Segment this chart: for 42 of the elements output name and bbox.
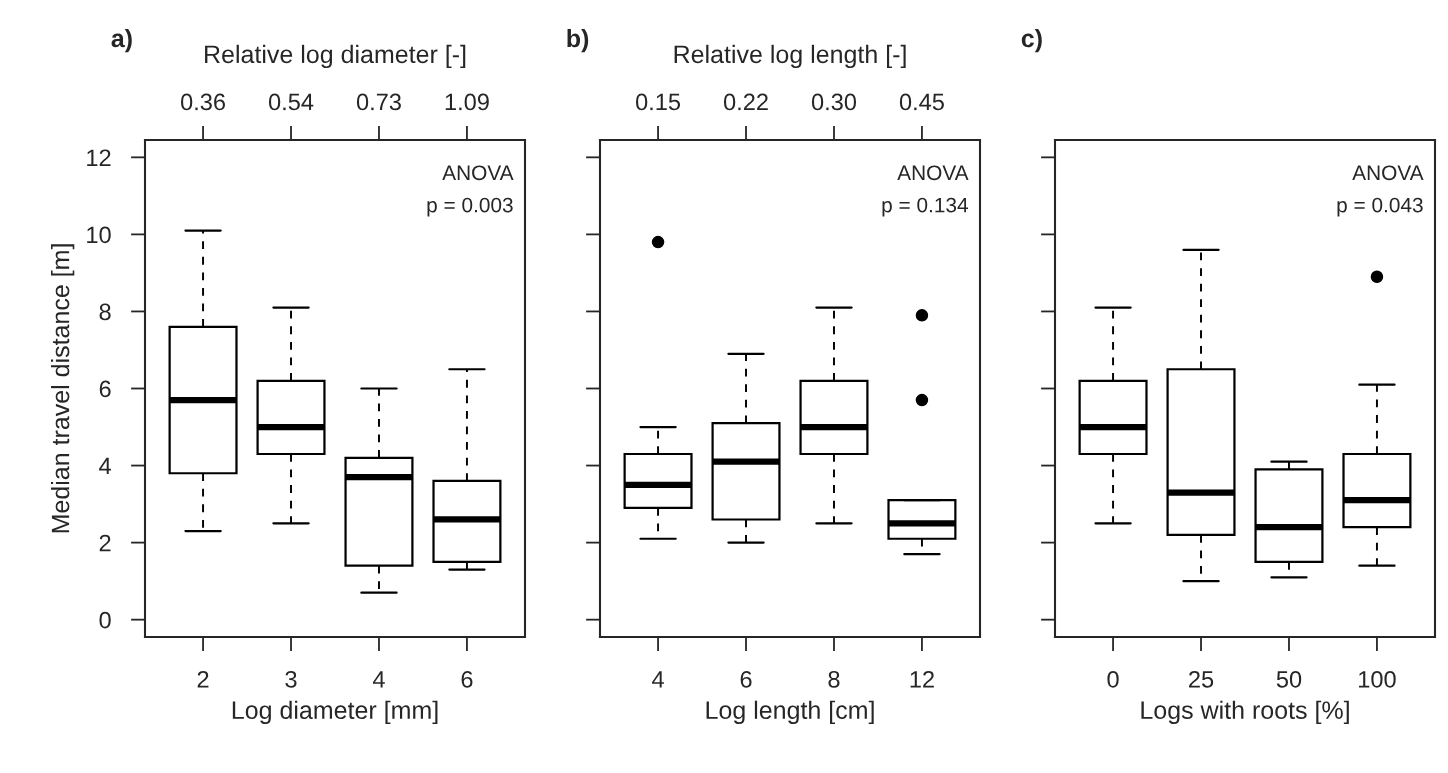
- x-axis-title: Logs with roots [%]: [1141, 700, 1349, 724]
- annotation: p = 0.043: [1337, 197, 1423, 217]
- chart-title: a): [111, 28, 132, 53]
- y-tick-label: 10: [87, 226, 111, 244]
- annotation: 0.22: [723, 93, 768, 111]
- x-tick-label: 12: [910, 670, 934, 688]
- y-tick-label: 12: [87, 149, 111, 166]
- annotation: ANOVA: [1352, 165, 1424, 181]
- x-tick-label: 100: [1359, 670, 1396, 688]
- x-tick-label: 8: [828, 670, 840, 688]
- y-tick-label: 2: [99, 534, 111, 552]
- x-tick-label: 2: [197, 670, 209, 688]
- y-tick-label: 6: [99, 380, 111, 398]
- annotation: 0.15: [636, 93, 681, 111]
- x-axis-title: Log length [cm]: [706, 700, 874, 724]
- x-tick-label: 25: [1189, 670, 1214, 688]
- x2-axis-title: Relative log diameter [-]: [205, 44, 466, 69]
- x-tick-label: 4: [372, 671, 385, 688]
- y-tick-label: 0: [99, 611, 111, 629]
- annotation: p = 0.003: [427, 197, 513, 217]
- x-tick-label: 6: [461, 670, 473, 688]
- annotation: 0.54: [268, 93, 314, 111]
- x2-axis-title: Relative log length [-]: [674, 44, 906, 69]
- annotation: ANOVA: [442, 165, 514, 181]
- annotation: 0.73: [356, 93, 401, 111]
- chart-title: b): [567, 28, 589, 53]
- x-axis-title: Log diameter [mm]: [232, 700, 438, 724]
- x-tick-label: 0: [1107, 670, 1119, 688]
- x-tick-label: 6: [740, 670, 752, 688]
- annotation: 1.09: [445, 93, 489, 111]
- annotation: ANOVA: [897, 165, 969, 181]
- x-tick-label: 50: [1276, 670, 1302, 688]
- y-axis-title: Median travel distance [m]: [50, 244, 75, 533]
- annotation: 0.30: [811, 93, 857, 111]
- y-tick-label: 4: [99, 457, 111, 475]
- x-tick-label: 4: [652, 671, 664, 688]
- annotation: 0.45: [899, 93, 944, 111]
- x-tick-label: 3: [285, 670, 297, 688]
- annotation: 0.36: [181, 93, 225, 111]
- chart-title: c): [1021, 28, 1042, 53]
- y-tick-label: 8: [99, 303, 111, 321]
- annotation: p = 0.134: [882, 197, 968, 217]
